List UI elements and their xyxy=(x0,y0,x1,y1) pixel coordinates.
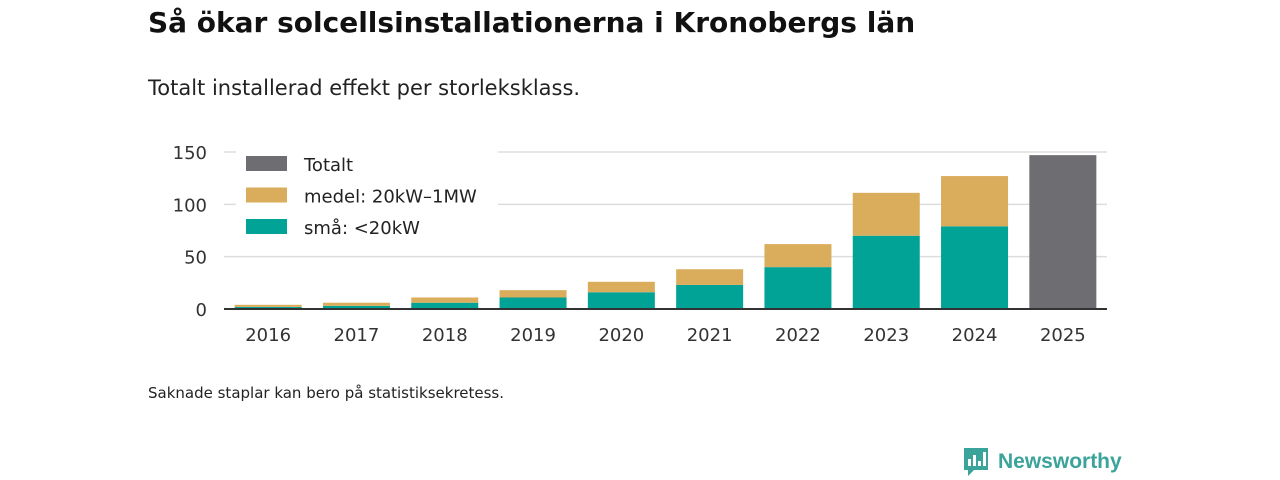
brand-logo: Newsworthy xyxy=(962,446,1122,478)
bar-total-2025 xyxy=(1029,155,1097,309)
newsworthy-logo-icon xyxy=(964,448,988,476)
bar-medium-2018 xyxy=(411,297,479,303)
x-tick-label: 2018 xyxy=(422,325,468,346)
x-tick-label: 2023 xyxy=(863,325,909,346)
bar-medium-2024 xyxy=(941,176,1009,227)
x-tick-label: 2019 xyxy=(510,325,556,346)
y-tick-label: 150 xyxy=(173,143,207,164)
chart-subtitle: Totalt installerad effekt per storlekskl… xyxy=(148,76,581,100)
y-tick-label: 100 xyxy=(173,195,207,216)
bar-medium-2016 xyxy=(234,304,302,307)
legend-swatch xyxy=(246,156,287,171)
bar-medium-2020 xyxy=(587,281,655,293)
x-tick-label: 2017 xyxy=(334,325,380,346)
brand-name: Newsworthy xyxy=(998,450,1122,473)
x-tick-label: 2021 xyxy=(687,325,733,346)
bar-medium-2022 xyxy=(764,244,832,268)
y-tick-label: 0 xyxy=(196,300,207,321)
x-tick-label: 2024 xyxy=(952,325,998,346)
bar-small-2019 xyxy=(499,297,567,309)
bar-small-2024 xyxy=(941,226,1009,309)
legend-label: små: <20kW xyxy=(304,218,420,239)
footnote: Saknade staplar kan bero på statistiksek… xyxy=(148,384,505,402)
bar-medium-2019 xyxy=(499,290,567,298)
bar-small-2023 xyxy=(852,235,920,309)
bar-small-2018 xyxy=(411,302,479,309)
bar-small-2017 xyxy=(322,305,390,309)
bar-small-2020 xyxy=(587,292,655,309)
x-tick-label: 2025 xyxy=(1040,325,1086,346)
chart-title: Så ökar solcellsinstallationerna i Krono… xyxy=(148,6,916,39)
legend-label: Totalt xyxy=(303,155,353,176)
bar-medium-2017 xyxy=(322,302,390,306)
legend-swatch xyxy=(246,187,287,203)
x-tick-label: 2022 xyxy=(775,325,821,346)
y-tick-label: 50 xyxy=(184,248,207,269)
legend-swatch xyxy=(246,219,287,234)
x-tick-label: 2020 xyxy=(598,325,644,346)
bar-small-2021 xyxy=(676,284,744,309)
bar-medium-2021 xyxy=(676,269,744,285)
legend-label: medel: 20kW–1MW xyxy=(304,187,477,208)
bar-medium-2023 xyxy=(852,192,920,236)
bar-small-2022 xyxy=(764,267,832,309)
x-tick-label: 2016 xyxy=(245,325,291,346)
bar-small-2016 xyxy=(234,306,302,309)
